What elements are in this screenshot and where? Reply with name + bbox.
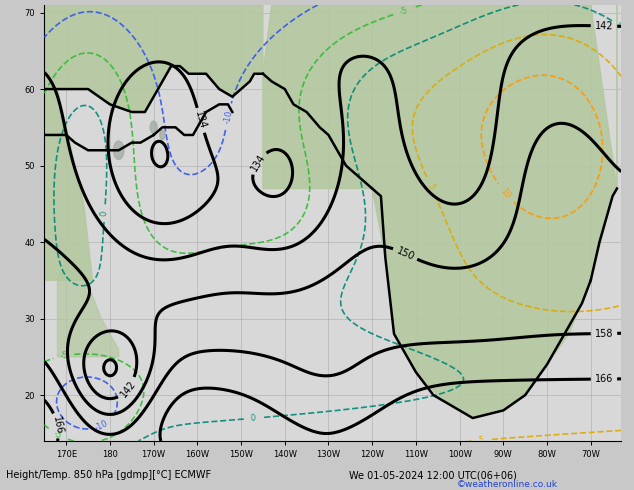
Text: We 01-05-2024 12:00 UTC(06+06): We 01-05-2024 12:00 UTC(06+06) [349, 470, 517, 480]
Polygon shape [58, 257, 119, 357]
Text: 0: 0 [100, 210, 109, 216]
Text: 0: 0 [250, 414, 256, 423]
Text: 142: 142 [119, 378, 138, 399]
Polygon shape [44, 89, 93, 280]
Text: -5: -5 [51, 428, 63, 441]
Text: -10: -10 [93, 418, 110, 433]
Text: 150: 150 [395, 245, 416, 262]
Text: 142: 142 [595, 21, 613, 31]
Text: -10: -10 [223, 109, 234, 124]
Text: 134: 134 [193, 110, 208, 130]
Text: 166: 166 [51, 416, 65, 436]
Text: -5: -5 [59, 351, 68, 361]
Text: 158: 158 [595, 328, 613, 339]
Circle shape [150, 121, 157, 133]
Text: 10: 10 [499, 187, 512, 200]
Text: ©weatheronline.co.uk: ©weatheronline.co.uk [456, 480, 557, 489]
Text: 134: 134 [249, 152, 267, 173]
Text: 0: 0 [614, 21, 624, 31]
Text: 5: 5 [426, 183, 436, 191]
Polygon shape [263, 5, 617, 418]
Text: Height/Temp. 850 hPa [gdmp][°C] ECMWF: Height/Temp. 850 hPa [gdmp][°C] ECMWF [6, 470, 212, 480]
Circle shape [160, 130, 165, 140]
Circle shape [113, 141, 124, 159]
Text: 166: 166 [595, 374, 613, 384]
Text: 5: 5 [477, 436, 483, 445]
Text: -5: -5 [398, 5, 409, 17]
Polygon shape [44, 5, 263, 112]
